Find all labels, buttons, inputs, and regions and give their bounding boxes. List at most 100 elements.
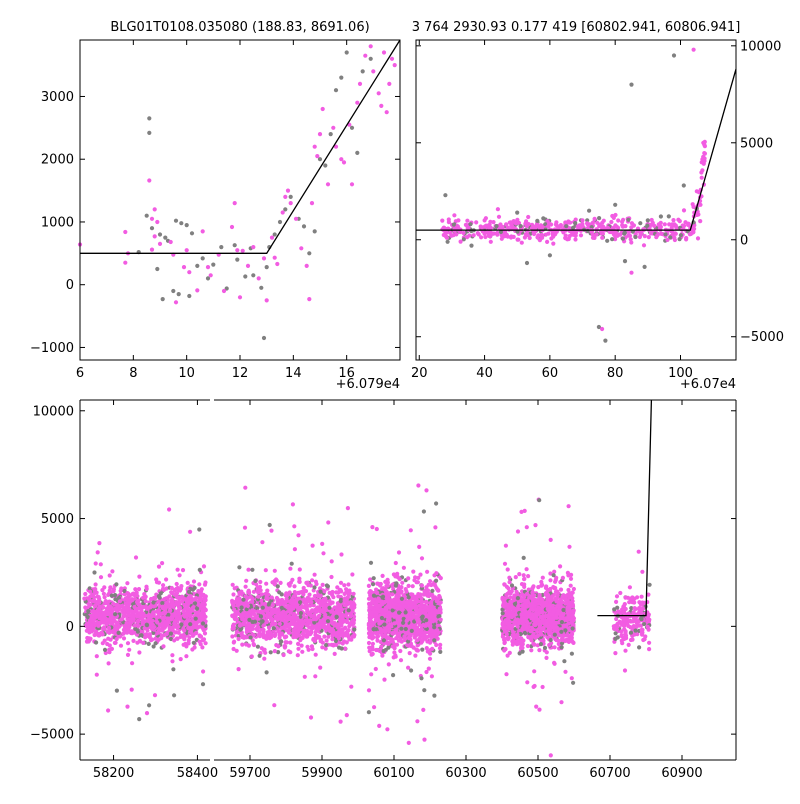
season-point bbox=[407, 584, 411, 588]
season-point bbox=[181, 568, 185, 572]
season-point bbox=[312, 609, 316, 613]
season-point bbox=[243, 486, 247, 490]
season-point bbox=[201, 638, 205, 642]
season-point bbox=[380, 587, 384, 591]
season-point bbox=[416, 620, 420, 624]
pink-point bbox=[377, 91, 381, 95]
season-point bbox=[109, 638, 113, 642]
season-point bbox=[265, 610, 269, 614]
pink-point bbox=[185, 248, 189, 252]
gray-point bbox=[323, 163, 327, 167]
gray-point bbox=[243, 274, 247, 278]
season-point bbox=[384, 584, 388, 588]
season-point bbox=[430, 647, 434, 651]
pink-point bbox=[509, 220, 513, 224]
band-point bbox=[467, 233, 471, 237]
season-point bbox=[142, 592, 146, 596]
season-point bbox=[301, 592, 305, 596]
season-point bbox=[271, 603, 275, 607]
season-point bbox=[199, 635, 203, 639]
pink-point bbox=[692, 48, 696, 52]
season-point bbox=[283, 640, 287, 644]
season-point bbox=[428, 657, 432, 661]
season-point bbox=[260, 592, 264, 596]
season-point bbox=[126, 598, 130, 602]
season-point bbox=[231, 627, 235, 631]
season-point bbox=[435, 599, 439, 603]
band-point bbox=[496, 207, 500, 211]
band-point bbox=[659, 225, 663, 229]
season-point bbox=[145, 607, 149, 611]
season-point bbox=[438, 646, 442, 650]
season-point bbox=[150, 637, 154, 641]
season-point bbox=[413, 605, 417, 609]
season-point bbox=[184, 654, 188, 658]
band-point bbox=[649, 231, 653, 235]
season-point bbox=[122, 628, 126, 632]
season-point bbox=[417, 545, 421, 549]
season-point bbox=[173, 593, 177, 597]
season-point bbox=[424, 488, 428, 492]
season-point bbox=[110, 569, 114, 573]
pink-point bbox=[326, 182, 330, 186]
season-point bbox=[116, 605, 120, 609]
season-point bbox=[406, 576, 410, 580]
season-point bbox=[175, 637, 179, 641]
panel-title: BLG01T0108.035080 (188.83, 8691.06) bbox=[110, 20, 369, 35]
season-point bbox=[386, 642, 390, 646]
season-point bbox=[204, 598, 208, 602]
season-point bbox=[137, 717, 141, 721]
season-point bbox=[375, 527, 379, 531]
pink-point bbox=[387, 82, 391, 86]
season-point bbox=[321, 641, 325, 645]
season-point bbox=[107, 611, 111, 615]
season-point bbox=[405, 619, 409, 623]
gray-point bbox=[155, 267, 159, 271]
season-point bbox=[242, 622, 246, 626]
band-point bbox=[620, 223, 624, 227]
pink-point bbox=[700, 176, 704, 180]
gray-point bbox=[369, 57, 373, 61]
season-point bbox=[145, 623, 149, 627]
pink-point bbox=[281, 210, 285, 214]
band-point bbox=[623, 231, 627, 235]
season-point bbox=[421, 615, 425, 619]
pink-point bbox=[153, 234, 157, 238]
gray-point bbox=[629, 83, 633, 87]
season-point bbox=[237, 565, 241, 569]
season-point bbox=[122, 636, 126, 640]
season-point bbox=[105, 618, 109, 622]
season-point bbox=[314, 580, 318, 584]
season-point bbox=[84, 624, 88, 628]
season-point bbox=[288, 611, 292, 615]
season-point bbox=[424, 618, 428, 622]
season-point bbox=[184, 606, 188, 610]
band-point bbox=[506, 226, 510, 230]
season-point bbox=[330, 590, 334, 594]
season-point bbox=[170, 653, 174, 657]
season-point bbox=[97, 541, 101, 545]
season-point bbox=[432, 638, 436, 642]
season-point bbox=[404, 600, 408, 604]
season-point bbox=[172, 693, 176, 697]
season-point bbox=[103, 648, 107, 652]
season-point bbox=[256, 585, 260, 589]
season-point bbox=[394, 636, 398, 640]
gray-point bbox=[150, 226, 154, 230]
season-point bbox=[137, 603, 141, 607]
y-tick-label: 2000 bbox=[41, 153, 74, 168]
season-point bbox=[343, 592, 347, 596]
pink-point bbox=[358, 82, 362, 86]
season-point bbox=[326, 619, 330, 623]
y-tick-label: 0 bbox=[740, 233, 748, 248]
season-point bbox=[130, 688, 134, 692]
season-point bbox=[419, 638, 423, 642]
season-point bbox=[244, 642, 248, 646]
season-point bbox=[99, 575, 103, 579]
pink-point bbox=[201, 229, 205, 233]
season-point bbox=[298, 600, 302, 604]
season-point bbox=[243, 526, 247, 530]
band-point bbox=[610, 237, 614, 241]
gray-point bbox=[211, 263, 215, 267]
